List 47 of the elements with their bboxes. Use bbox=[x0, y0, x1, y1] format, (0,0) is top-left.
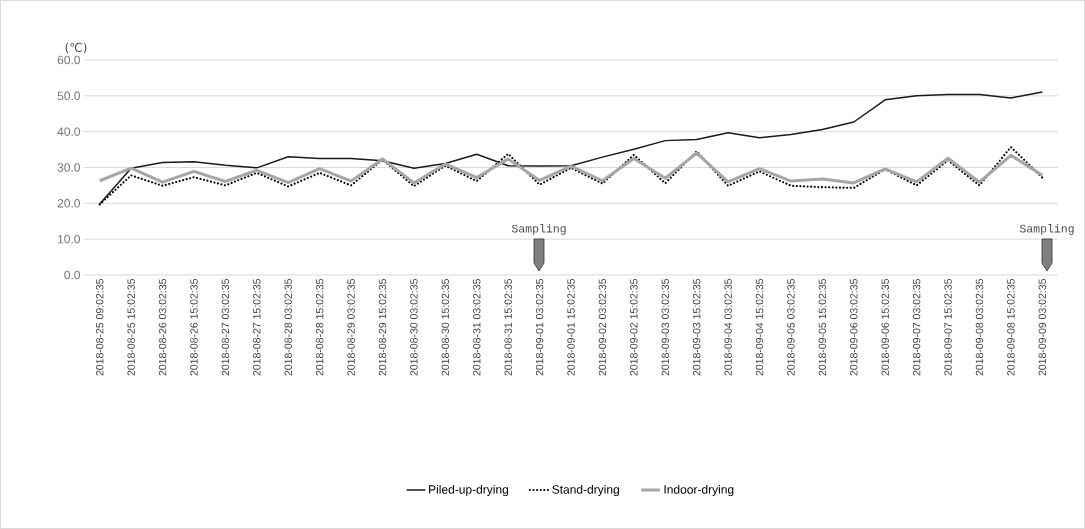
x-tick-label: 2018-09-06 15:02:35 bbox=[881, 278, 889, 376]
line-series bbox=[98, 145, 1044, 206]
x-tick-label: 2018-09-06 03:02:35 bbox=[850, 278, 858, 376]
annotation: Sampling bbox=[1019, 224, 1074, 235]
x-tick-label: 2018-08-27 15:02:35 bbox=[253, 278, 261, 376]
legend-label: Stand-drying bbox=[552, 484, 619, 497]
x-tick-label: 2018-09-04 03:02:35 bbox=[724, 278, 732, 376]
x-tick-label: 2018-08-25 15:02:35 bbox=[127, 278, 135, 376]
x-tick-label: 2018-09-05 03:02:35 bbox=[787, 278, 795, 376]
y-axis-title: (℃) bbox=[65, 42, 87, 54]
y-tick-label: 0.0 bbox=[64, 270, 81, 280]
x-tick-label: 2018-09-02 03:02:35 bbox=[598, 278, 607, 376]
x-tick-label: 2018-08-28 15:02:35 bbox=[315, 278, 324, 376]
x-tick-label: 2018-08-30 03:02:35 bbox=[410, 278, 418, 376]
x-tick-label: 2018-08-31 15:02:35 bbox=[504, 278, 512, 376]
y-tick-label: 30.0 bbox=[57, 163, 81, 172]
x-tick-label: 2018-09-03 03:02:35 bbox=[661, 278, 669, 376]
x-tick-label: 2018-09-03 15:02:35 bbox=[692, 278, 701, 376]
x-tick-label: 2018-09-04 15:02:35 bbox=[755, 278, 764, 376]
x-tick-label: 2018-08-29 03:02:35 bbox=[347, 278, 355, 376]
y-tick-label: 20.0 bbox=[57, 199, 81, 208]
x-tick-label: 2018-08-26 03:02:35 bbox=[158, 278, 167, 376]
x-tick-label: 2018-09-01 03:02:35 bbox=[535, 278, 544, 376]
x-tick-label: 2018-08-29 15:02:35 bbox=[378, 278, 387, 376]
x-tick-label: 2018-09-08 15:02:35 bbox=[1007, 278, 1015, 376]
x-tick-label: 2018-09-01 15:02:35 bbox=[567, 278, 575, 376]
x-tick-label: 2018-09-02 15:02:35 bbox=[630, 278, 638, 376]
x-tick-label: 2018-09-09 03:02:35 bbox=[1038, 278, 1047, 376]
x-tick-label: 2018-09-05 15:02:35 bbox=[818, 278, 827, 376]
x-tick-label: 2018-09-08 03:02:35 bbox=[975, 278, 984, 376]
x-tick-label: 2018-08-25 09:02:35 bbox=[96, 278, 104, 376]
line-series bbox=[98, 91, 1044, 205]
x-tick-label: 2018-08-27 03:02:35 bbox=[221, 278, 230, 376]
x-tick-label: 2018-09-07 15:02:35 bbox=[944, 278, 952, 376]
legend-label: Indoor-drying bbox=[664, 484, 734, 497]
x-tick-label: 2018-09-07 03:02:35 bbox=[912, 278, 921, 376]
y-tick-label: 40.0 bbox=[57, 127, 81, 136]
y-tick-label: 10.0 bbox=[58, 234, 81, 244]
x-tick-label: 2018-08-28 03:02:35 bbox=[284, 278, 292, 376]
x-tick-label: 2018-08-30 15:02:35 bbox=[441, 278, 450, 376]
y-tick-label: 50.0 bbox=[57, 91, 81, 101]
x-tick-label: 2018-08-31 03:02:35 bbox=[473, 278, 481, 376]
annotation: Sampling bbox=[511, 224, 566, 235]
legend-label: Piled-up-drying bbox=[429, 484, 509, 497]
line-series bbox=[98, 151, 1044, 185]
x-tick-label: 2018-08-26 15:02:35 bbox=[190, 278, 198, 376]
y-tick-label: 60.0 bbox=[57, 55, 81, 65]
